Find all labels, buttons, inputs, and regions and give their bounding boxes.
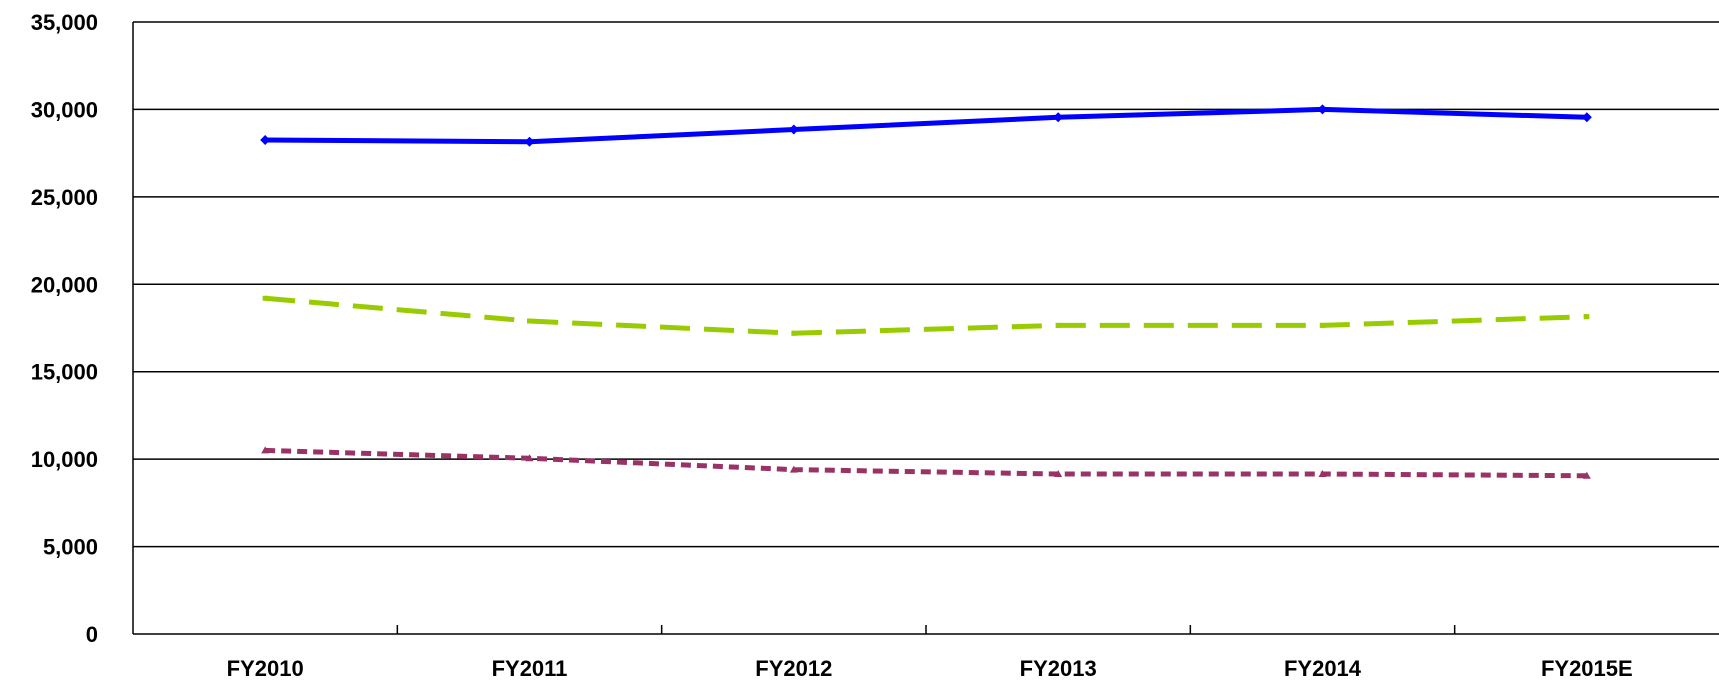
data-point (261, 446, 270, 454)
series-2 (262, 295, 1590, 336)
axes (132, 22, 1719, 635)
y-tick-label: 20,000 (31, 272, 98, 297)
data-point (527, 318, 532, 324)
gridlines (133, 21, 1719, 548)
data-point (1584, 314, 1590, 320)
y-tick-label: 10,000 (31, 447, 98, 472)
data-point (789, 465, 798, 473)
data-point (788, 124, 799, 135)
y-tick-label: 35,000 (31, 10, 98, 35)
x-tick-label: FY2010 (227, 656, 304, 681)
x-tick-label: FY2015E (1541, 656, 1633, 681)
x-tick-label: FY2012 (755, 656, 832, 681)
data-point (1581, 112, 1592, 123)
data-point (1582, 471, 1591, 479)
y-tick-label: 25,000 (31, 185, 98, 210)
data-point (1318, 470, 1327, 478)
data-point (260, 135, 271, 146)
y-tick-label: 30,000 (31, 97, 98, 122)
series-line (264, 295, 1587, 336)
y-axis-ticks: 0 5,000 10,000 15,000 20,000 25,000 30,000 35,0… (31, 10, 98, 647)
y-tick-label: 0 (86, 622, 98, 647)
data-point (525, 454, 534, 462)
series-line (265, 447, 1587, 479)
data-point (1054, 470, 1063, 478)
data-point (1053, 112, 1064, 123)
series-line (265, 106, 1587, 145)
data-point (1320, 322, 1325, 328)
series-3 (261, 446, 1591, 479)
y-tick-label: 5,000 (43, 535, 98, 560)
x-tick-label: FY2014 (1284, 656, 1362, 681)
data-point (262, 295, 268, 301)
x-tick-label: FY2011 (492, 656, 568, 681)
y-tick-label: 15,000 (31, 360, 98, 385)
data-point (1317, 104, 1328, 115)
data-point (524, 136, 535, 147)
x-tick-label: FY2013 (1020, 656, 1097, 681)
x-axis-ticks: FY2010 FY2011 FY2012 FY2013 FY2014 FY2015E (227, 656, 1633, 681)
series-group (260, 104, 1592, 479)
data-point (1055, 322, 1061, 328)
series-1 (260, 104, 1592, 147)
data-point (791, 330, 797, 336)
